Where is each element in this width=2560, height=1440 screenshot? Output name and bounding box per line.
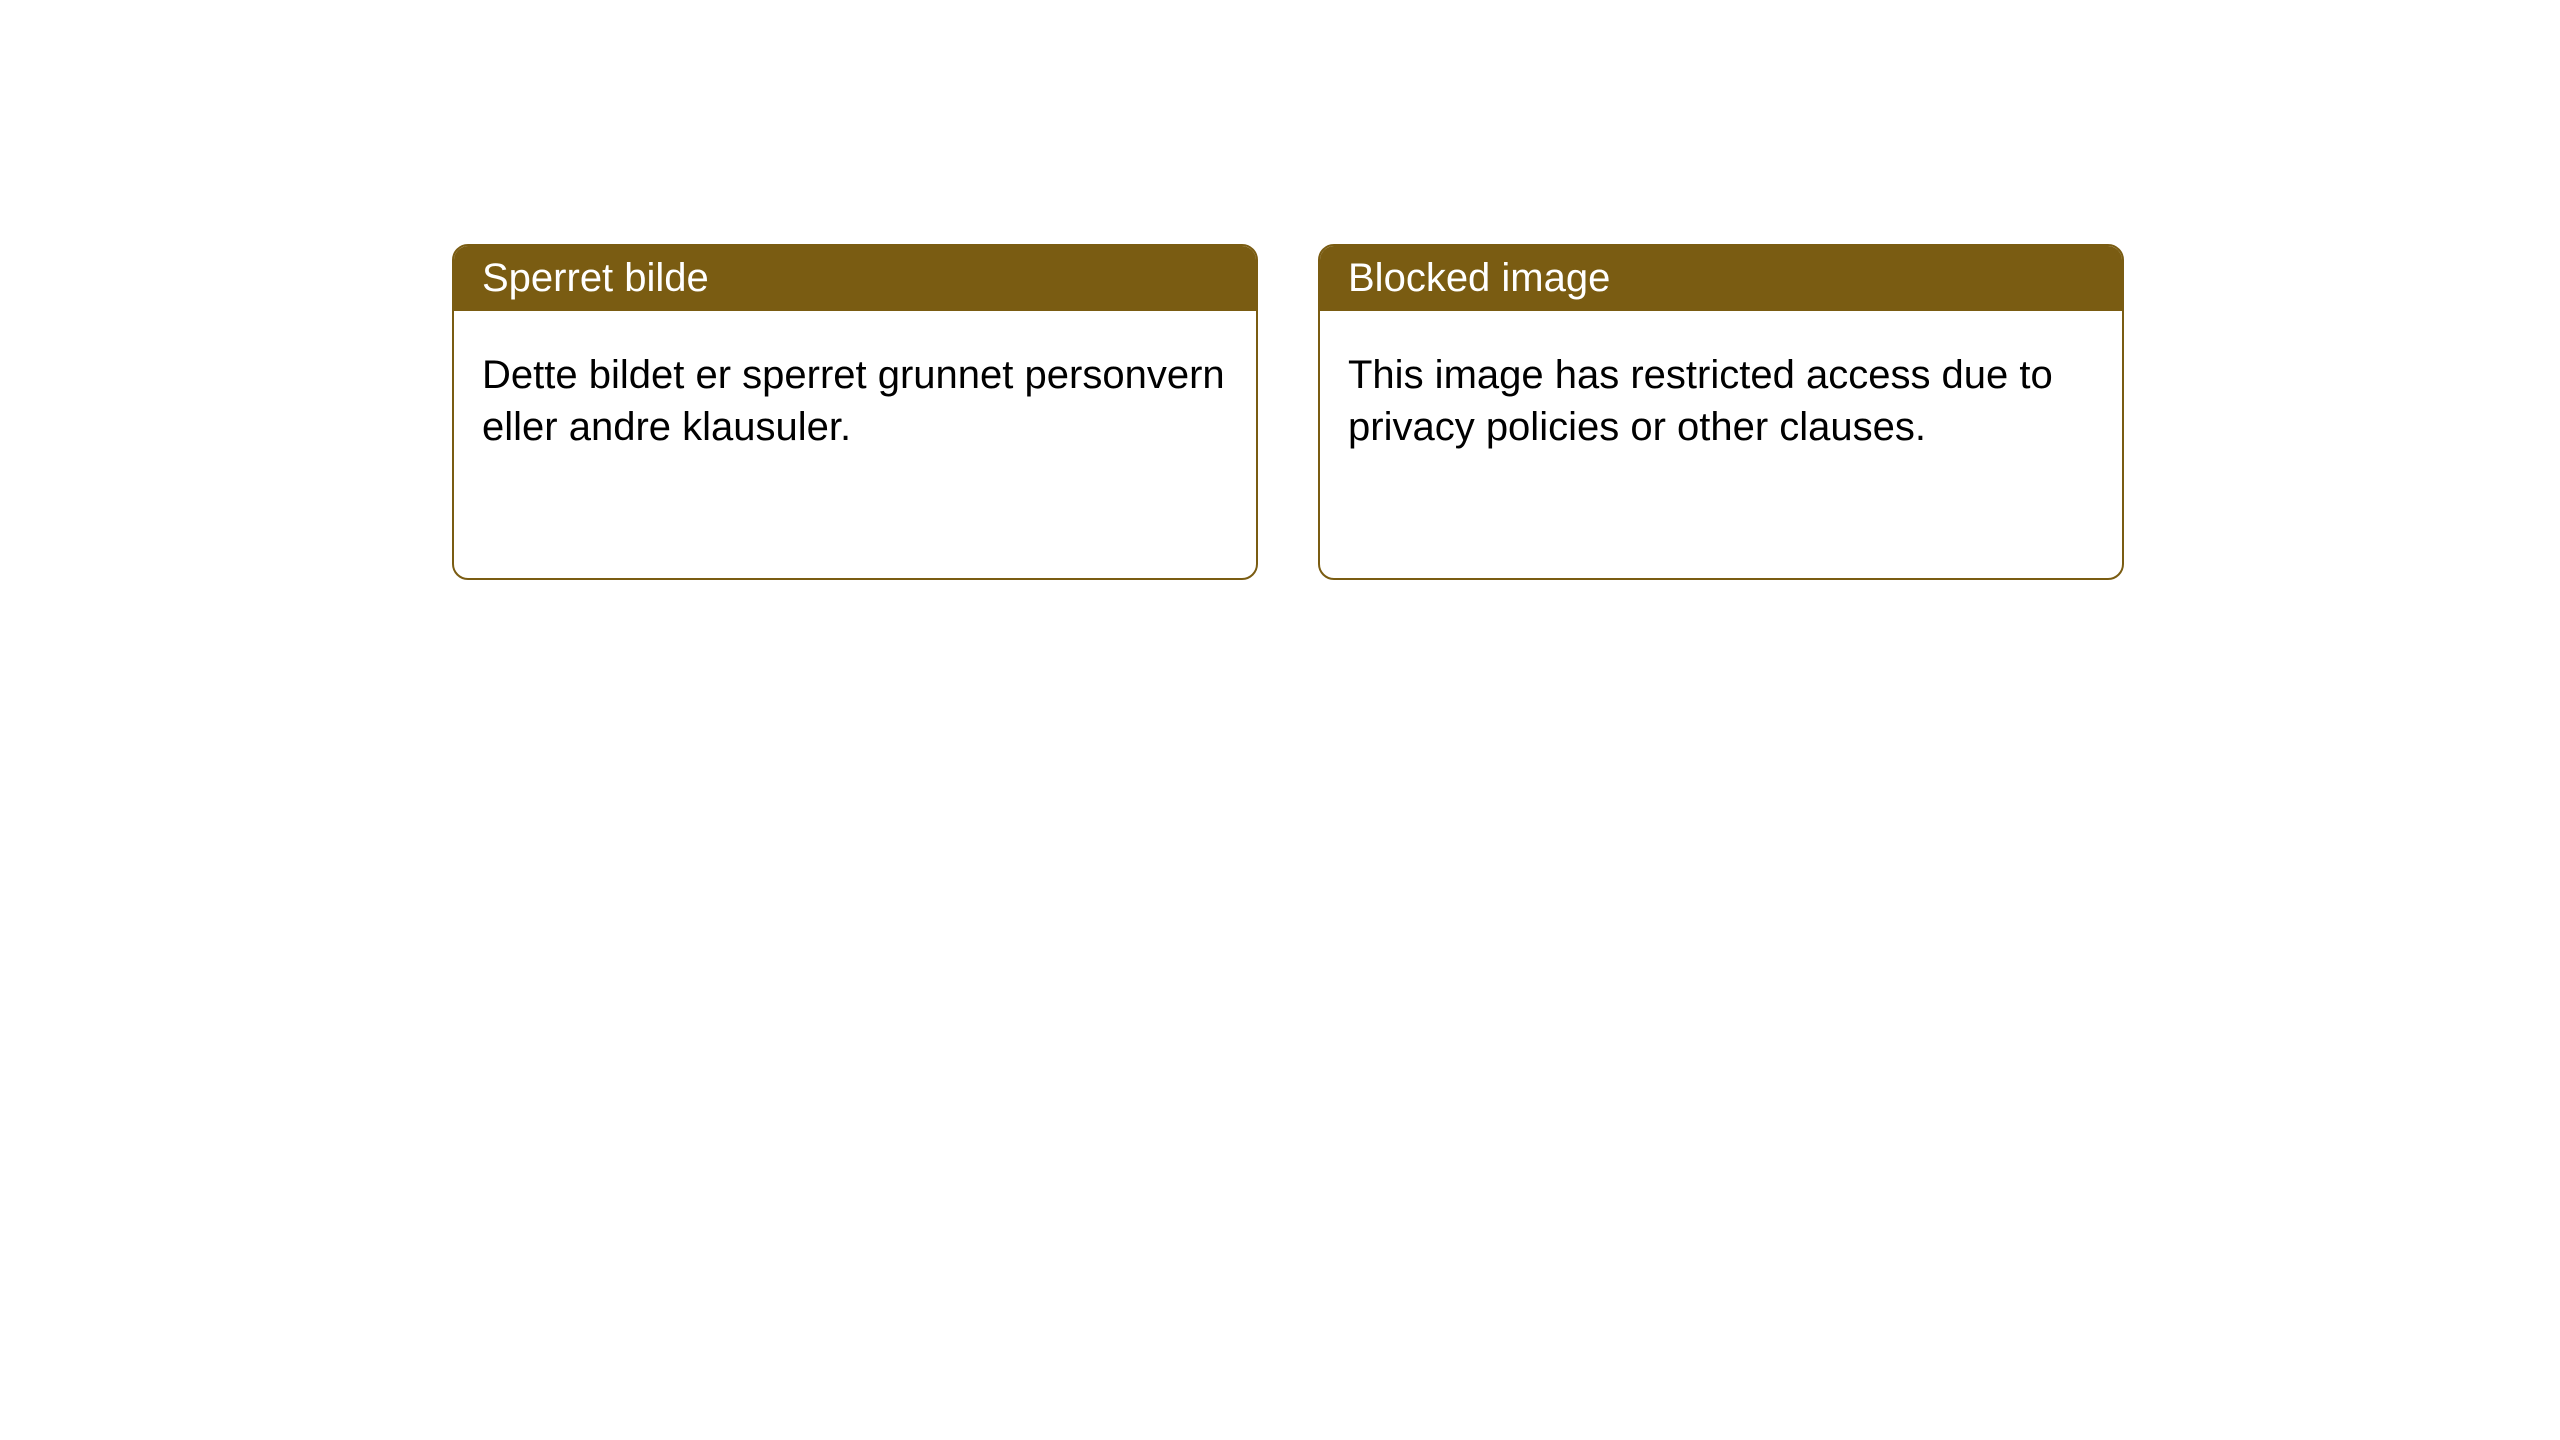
blocked-image-card-no: Sperret bilde Dette bildet er sperret gr… [452, 244, 1258, 580]
card-body-no: Dette bildet er sperret grunnet personve… [454, 311, 1256, 491]
card-message-no: Dette bildet er sperret grunnet personve… [482, 353, 1225, 449]
card-body-en: This image has restricted access due to … [1320, 311, 2122, 491]
card-title-en: Blocked image [1348, 256, 1610, 300]
card-message-en: This image has restricted access due to … [1348, 353, 2053, 449]
card-header-en: Blocked image [1320, 246, 2122, 311]
card-title-no: Sperret bilde [482, 256, 709, 300]
card-header-no: Sperret bilde [454, 246, 1256, 311]
blocked-image-card-en: Blocked image This image has restricted … [1318, 244, 2124, 580]
card-container: Sperret bilde Dette bildet er sperret gr… [0, 0, 2560, 580]
